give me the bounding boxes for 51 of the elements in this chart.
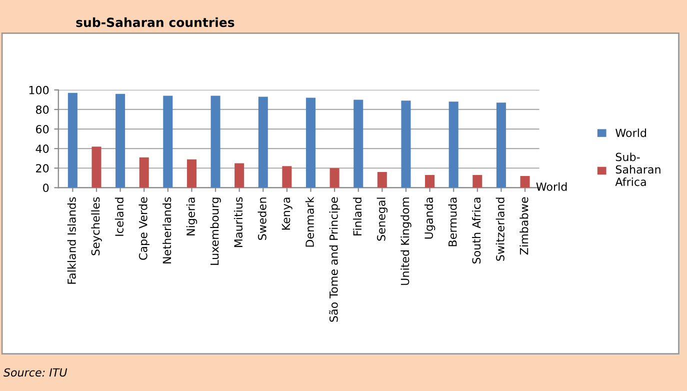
- x-tick-label: South Africa: [472, 198, 481, 264]
- x-tick-label: Falkland Islands: [67, 197, 76, 284]
- bar: [258, 96, 268, 188]
- bar: [92, 146, 102, 188]
- x-tick-label: Nigeria: [186, 198, 198, 236]
- bar: [401, 100, 411, 188]
- bar: [68, 92, 78, 188]
- x-tick-label: Switzerland: [496, 198, 504, 261]
- x-tick-label: Seychelles: [91, 197, 102, 256]
- x-tick-label: Sweden: [258, 198, 266, 240]
- bar: [210, 96, 220, 188]
- x-tick-label: Uganda: [424, 198, 436, 239]
- x-tick-label: Bermuda: [448, 198, 457, 246]
- y-tick-label: 40: [36, 144, 49, 153]
- legend-label: Sub- Saharan Africa: [615, 152, 660, 186]
- x-tick-label: Denmark: [305, 196, 314, 247]
- chart-title: sub-Saharan countries: [76, 17, 234, 28]
- x-tick-label: United Kingdom: [400, 198, 412, 285]
- x-tick-label: Senegal: [376, 198, 388, 241]
- bar: [282, 166, 292, 188]
- y-tick-label: 20: [36, 164, 49, 173]
- bar: [163, 96, 173, 188]
- bar: [496, 102, 506, 188]
- bar: [116, 94, 126, 188]
- y-tick-label: 0: [43, 184, 49, 192]
- bar: [425, 174, 435, 188]
- x-tick-label: Luxembourg: [210, 198, 221, 265]
- bar: [354, 100, 364, 188]
- bar: [234, 163, 244, 188]
- y-tick-label: 60: [36, 125, 49, 134]
- x-tick-label: Kenya: [282, 198, 292, 230]
- bar: [377, 172, 387, 188]
- bar: [306, 98, 316, 188]
- x-tick-label: Netherlands: [162, 197, 172, 264]
- legend-label: World: [616, 128, 646, 138]
- x-tick-label: Mauritius: [234, 197, 243, 247]
- y-tick-label: 100: [29, 86, 49, 94]
- x-tick-label: São Tome and Principe: [329, 197, 340, 322]
- bar: [186, 159, 196, 188]
- x-tick-label: Cape Verde: [138, 197, 150, 260]
- bar: [448, 102, 458, 188]
- x-tick-label: Iceland: [114, 198, 124, 236]
- bar: [472, 174, 482, 188]
- bar: [330, 168, 340, 188]
- x-tick-label: Finland: [352, 198, 362, 236]
- y-tick-label: 80: [36, 105, 49, 114]
- bar: [139, 157, 149, 188]
- x-tick-label: Zimbabwe: [520, 197, 528, 255]
- bar: [520, 176, 530, 188]
- source-note: Source: ITU: [4, 368, 68, 377]
- annotation: World: [536, 182, 567, 191]
